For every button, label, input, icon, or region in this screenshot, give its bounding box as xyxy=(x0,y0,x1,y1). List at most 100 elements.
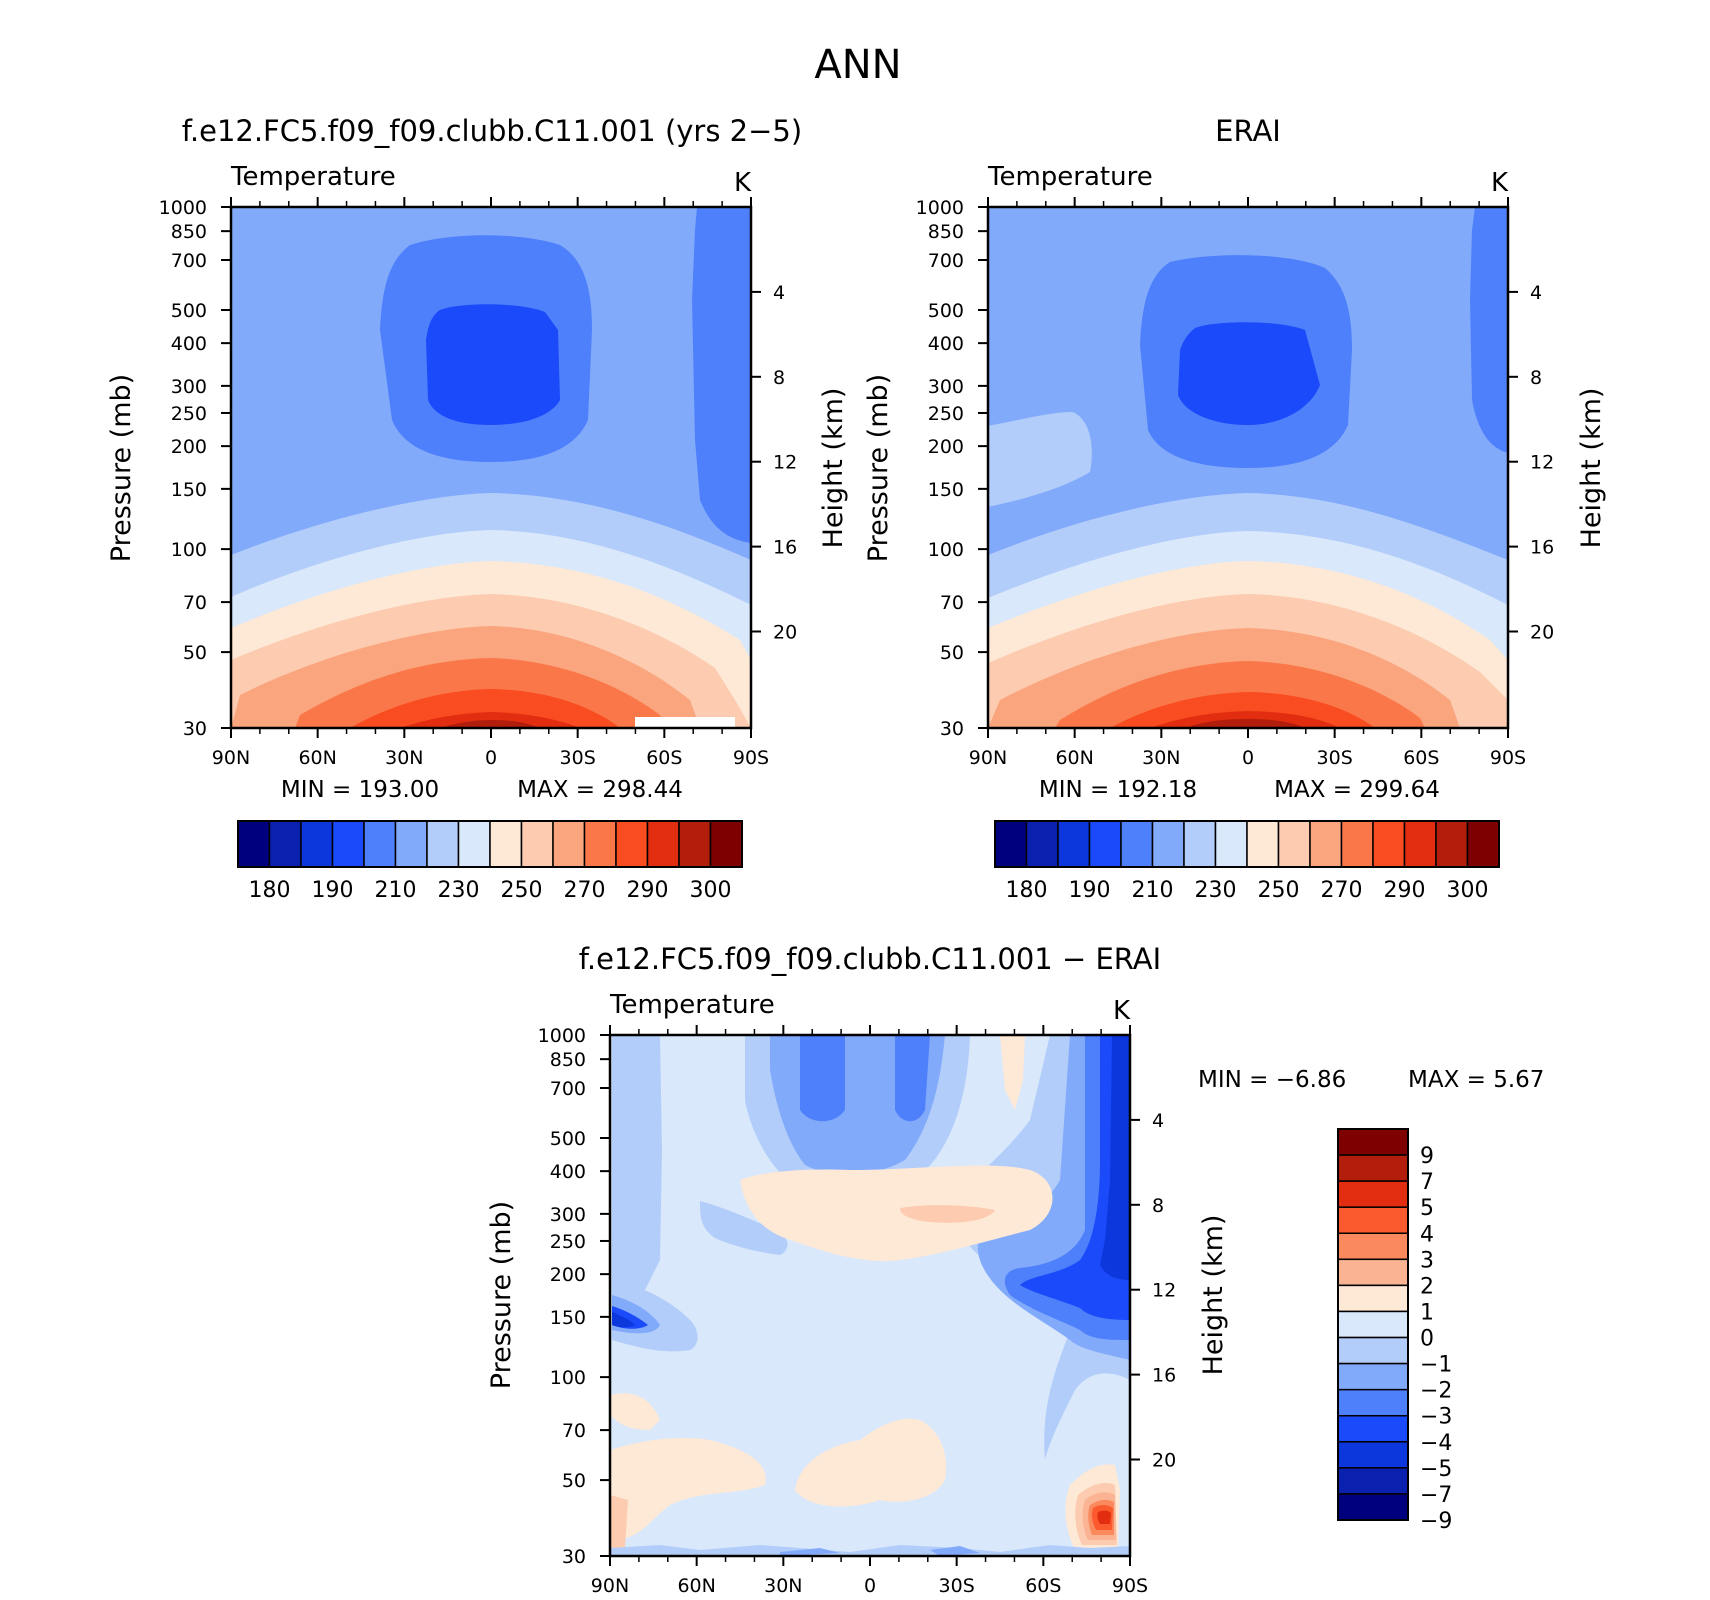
y-tick-label: 200 xyxy=(928,436,964,458)
max-value: MAX = 5.67 xyxy=(1408,1067,1544,1093)
axes: 90N 60N 30N 0 30S 60S 90S 30 50 70 100 150 200 250 300… xyxy=(538,1025,1176,1597)
colorbar-label: 210 xyxy=(375,878,417,903)
colorbar-label: 190 xyxy=(312,878,354,903)
y-tick-label: 1000 xyxy=(538,1025,586,1047)
min-value: MIN = −6.86 xyxy=(1198,1067,1346,1093)
y-tick-label: 850 xyxy=(171,221,207,243)
x-tick-label: 60S xyxy=(646,747,682,769)
y-tick-label: 500 xyxy=(550,1128,586,1150)
colorbar-swatch xyxy=(1337,1206,1409,1235)
contour-field xyxy=(988,207,1508,728)
x-tick-label: 60S xyxy=(1025,1575,1061,1597)
y-right-tick-label: 4 xyxy=(1530,282,1542,304)
y-right-tick-label: 8 xyxy=(1530,367,1542,389)
colorbar-swatch xyxy=(646,820,680,868)
colorbar-label: 210 xyxy=(1132,878,1174,903)
colorbar: 180 190 210 230 250 270 290 300 xyxy=(994,820,1500,903)
colorbar-swatch xyxy=(300,820,334,868)
y-tick-label: 850 xyxy=(550,1049,586,1071)
y-tick-label: 200 xyxy=(171,436,207,458)
y-axis-right-label: Height (km) xyxy=(1576,388,1607,549)
panel-diff: f.e12.FC5.f09_f09.clubb.C11.001 − ERAI T… xyxy=(486,942,1544,1597)
y-tick-label: 50 xyxy=(183,642,207,664)
y-tick-label: 70 xyxy=(940,592,964,614)
y-tick-label: 70 xyxy=(562,1420,586,1442)
y-tick-label: 250 xyxy=(171,403,207,425)
x-tick-label: 60N xyxy=(298,747,336,769)
colorbar-swatch xyxy=(1151,820,1185,868)
figure-title: ANN xyxy=(814,42,901,88)
x-tick-label: 30S xyxy=(939,1575,975,1597)
x-tick-label: 0 xyxy=(1242,747,1254,769)
x-tick-label: 30S xyxy=(560,747,596,769)
y-right-tick-label: 12 xyxy=(1152,1280,1176,1302)
max-value: MAX = 299.64 xyxy=(1274,777,1440,803)
contour-field xyxy=(231,207,751,728)
colorbar-swatch xyxy=(1088,820,1122,868)
variable-label: Temperature xyxy=(987,162,1153,192)
x-tick-label: 30N xyxy=(1142,747,1180,769)
y-tick-label: 100 xyxy=(171,539,207,561)
colorbar-label: 2 xyxy=(1420,1274,1434,1299)
y-tick-label: 700 xyxy=(550,1078,586,1100)
colorbar-swatch xyxy=(583,820,617,868)
colorbar-swatch xyxy=(1337,1154,1409,1182)
colorbar-label: 3 xyxy=(1420,1248,1434,1273)
colorbar-label: 190 xyxy=(1069,878,1111,903)
colorbar-swatch xyxy=(394,820,428,868)
colorbar-label: 230 xyxy=(1195,878,1237,903)
colorbar-swatch xyxy=(489,820,523,868)
x-tick-label: 60S xyxy=(1403,747,1439,769)
colorbar-swatch xyxy=(1183,820,1217,868)
colorbar-swatch xyxy=(331,820,365,868)
contour-field xyxy=(610,1035,1130,1556)
colorbar-swatch xyxy=(1337,1467,1409,1495)
colorbar-swatch xyxy=(1337,1180,1409,1208)
colorbar-swatch xyxy=(615,820,649,868)
x-tick-label: 60N xyxy=(677,1575,715,1597)
y-right-tick-label: 8 xyxy=(1152,1195,1164,1217)
y-tick-label: 250 xyxy=(550,1231,586,1253)
colorbar-label: −7 xyxy=(1420,1483,1452,1508)
colorbar-swatch xyxy=(1337,1336,1409,1365)
y-tick-label: 100 xyxy=(928,539,964,561)
colorbar-swatch xyxy=(1340,820,1374,868)
colorbar-label: 0 xyxy=(1420,1327,1434,1352)
y-right-tick-label: 20 xyxy=(773,622,797,644)
x-tick-label: 90S xyxy=(1112,1575,1148,1597)
y-tick-label: 150 xyxy=(171,479,207,501)
colorbar: 180 190 210 230 250 270 290 300 xyxy=(237,820,743,903)
colorbar-label: 290 xyxy=(1384,878,1426,903)
colorbar-swatch xyxy=(1120,820,1154,868)
x-tick-label: 90N xyxy=(212,747,250,769)
colorbar-swatch xyxy=(457,820,491,868)
y-tick-label: 30 xyxy=(562,1546,586,1568)
colorbar-label: 7 xyxy=(1420,1170,1434,1195)
min-value: MIN = 193.00 xyxy=(281,777,439,803)
variable-label: Temperature xyxy=(230,162,396,192)
y-tick-label: 1000 xyxy=(916,197,964,219)
colorbar-swatch xyxy=(237,820,271,868)
colorbar-swatch xyxy=(552,820,586,868)
units-label: K xyxy=(1491,168,1509,198)
y-tick-label: 850 xyxy=(928,221,964,243)
y-tick-label: 250 xyxy=(928,403,964,425)
colorbar-label: 180 xyxy=(249,878,291,903)
y-tick-label: 400 xyxy=(928,333,964,355)
min-value: MIN = 192.18 xyxy=(1039,777,1197,803)
colorbar-swatch xyxy=(268,820,302,868)
colorbar-label: −9 xyxy=(1420,1509,1452,1534)
x-tick-label: 90N xyxy=(591,1575,629,1597)
colorbar-swatch xyxy=(1337,1388,1409,1417)
y-axis-label: Pressure (mb) xyxy=(863,374,894,562)
y-axis-right-label: Height (km) xyxy=(818,388,849,549)
y-tick-label: 30 xyxy=(183,718,207,740)
y-right-tick-label: 20 xyxy=(1530,622,1554,644)
colorbar-swatch xyxy=(1337,1362,1409,1391)
y-right-tick-label: 16 xyxy=(773,537,797,559)
y-right-tick-label: 20 xyxy=(1152,1450,1176,1472)
colorbar-label: 4 xyxy=(1420,1222,1434,1247)
y-tick-label: 300 xyxy=(171,376,207,398)
y-tick-label: 400 xyxy=(171,333,207,355)
